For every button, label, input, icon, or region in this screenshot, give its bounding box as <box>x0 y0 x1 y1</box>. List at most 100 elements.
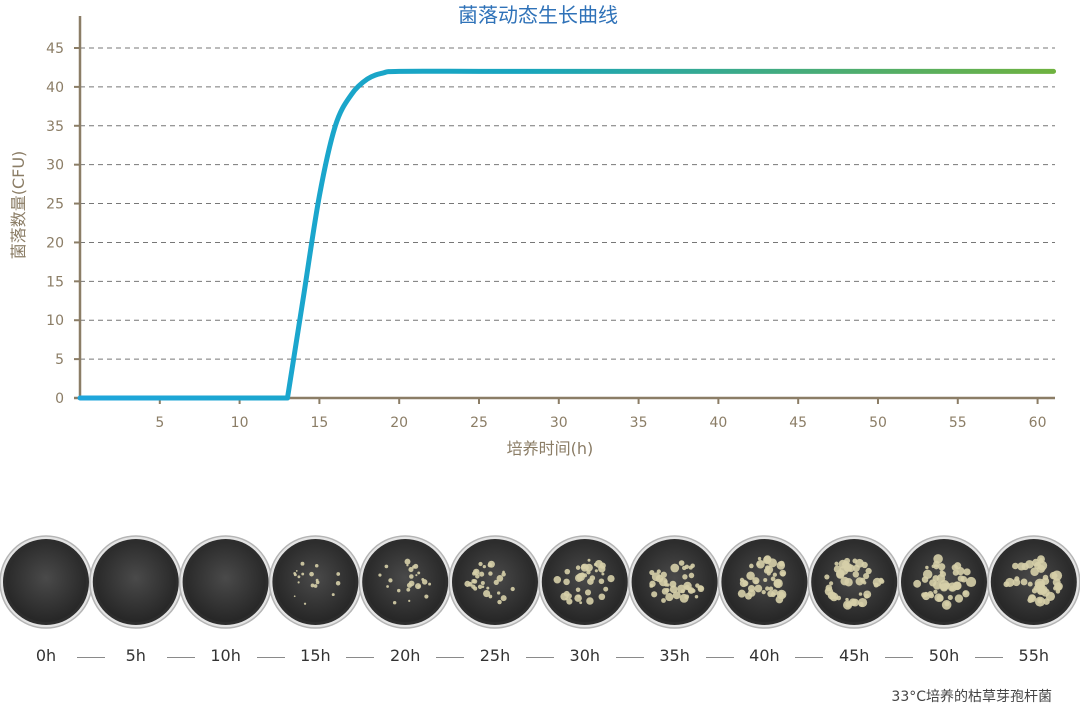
petri-dish <box>268 535 363 629</box>
time-separator <box>974 657 1003 658</box>
colony <box>954 594 964 603</box>
time-separator <box>705 657 734 658</box>
time-separator <box>166 657 195 658</box>
colony <box>829 581 834 586</box>
colony <box>483 589 491 598</box>
x-tick-label: 40 <box>709 415 727 431</box>
grid-lines <box>80 47 1055 360</box>
colony <box>1014 576 1020 582</box>
colony <box>601 572 605 576</box>
colony <box>1041 577 1050 585</box>
colony <box>603 586 609 592</box>
colony <box>406 564 409 567</box>
colony <box>775 595 784 604</box>
colony <box>649 570 655 576</box>
time-label: 25h <box>479 646 511 665</box>
colony <box>487 562 493 568</box>
colony <box>658 577 668 587</box>
time-separator <box>76 657 105 658</box>
colony <box>510 586 515 592</box>
colony <box>833 565 841 573</box>
colony <box>660 571 667 578</box>
colony <box>763 577 768 583</box>
colony <box>865 567 872 575</box>
colony <box>583 573 588 578</box>
colony <box>670 563 680 573</box>
colony <box>770 576 776 582</box>
colony <box>754 579 759 585</box>
colony <box>965 576 977 588</box>
colony <box>836 595 842 601</box>
colony <box>768 586 774 591</box>
colony <box>607 575 615 583</box>
colony <box>493 579 499 586</box>
colony <box>773 578 783 589</box>
colony <box>300 561 305 566</box>
petri-dish <box>0 535 93 629</box>
x-tick-label: 45 <box>789 415 807 431</box>
colony <box>849 598 857 607</box>
colony <box>746 571 755 580</box>
colony <box>297 581 300 584</box>
colony <box>834 561 839 566</box>
growth-curve-chart: 0 5 10 15 20 25 30 35 40 45 5 10 15 20 25 30 35 40 45 50 55 6… <box>9 3 1057 458</box>
colony <box>589 575 596 581</box>
time-separator <box>615 657 644 658</box>
y-tick-label: 0 <box>55 391 64 407</box>
colony <box>297 575 301 579</box>
colony <box>878 577 884 583</box>
y-tick-label: 25 <box>46 197 64 213</box>
colony <box>1041 588 1050 597</box>
colony <box>293 573 297 577</box>
colony <box>761 590 766 595</box>
colony <box>672 591 681 600</box>
colony <box>941 600 952 610</box>
colony <box>766 571 771 576</box>
colony <box>497 599 502 605</box>
colony <box>944 582 948 587</box>
colony <box>1017 562 1026 571</box>
time-labels-row: 0h 5h 10h 15h 20h 25h 30h 35h 40h 45h 50h 55h <box>0 646 1080 670</box>
colony <box>474 570 478 574</box>
colony <box>488 571 493 576</box>
colony <box>575 565 581 570</box>
colony <box>1037 597 1043 604</box>
colony <box>593 562 598 567</box>
colony <box>649 583 654 588</box>
colony <box>956 566 965 576</box>
colony <box>295 570 298 572</box>
colony <box>1020 578 1028 586</box>
petri-dish <box>448 535 542 629</box>
colony <box>661 598 666 603</box>
colony <box>421 579 428 585</box>
petri-dish <box>358 535 452 629</box>
colony <box>1005 577 1015 587</box>
colony <box>664 587 670 593</box>
colony <box>412 565 416 569</box>
time-separator <box>346 657 375 658</box>
colony <box>497 591 501 595</box>
colony <box>408 599 411 602</box>
colony <box>566 598 573 605</box>
colony <box>599 562 606 569</box>
colony <box>415 574 418 577</box>
colony <box>480 580 485 586</box>
colony <box>309 571 314 577</box>
petri-dish <box>538 535 632 629</box>
time-label: 5h <box>125 646 146 665</box>
petri-dish <box>897 535 991 629</box>
colony <box>471 578 476 584</box>
colony <box>563 590 570 597</box>
x-tick-label: 60 <box>1029 415 1047 431</box>
colony <box>478 561 483 567</box>
colony <box>310 583 315 588</box>
colony <box>303 602 307 605</box>
colony <box>315 580 320 585</box>
y-tick-label: 5 <box>55 352 64 368</box>
time-separator <box>525 657 554 658</box>
colony <box>863 590 872 599</box>
time-separator <box>436 657 465 658</box>
colony <box>656 569 661 574</box>
colony <box>677 584 686 594</box>
colony <box>957 575 965 582</box>
